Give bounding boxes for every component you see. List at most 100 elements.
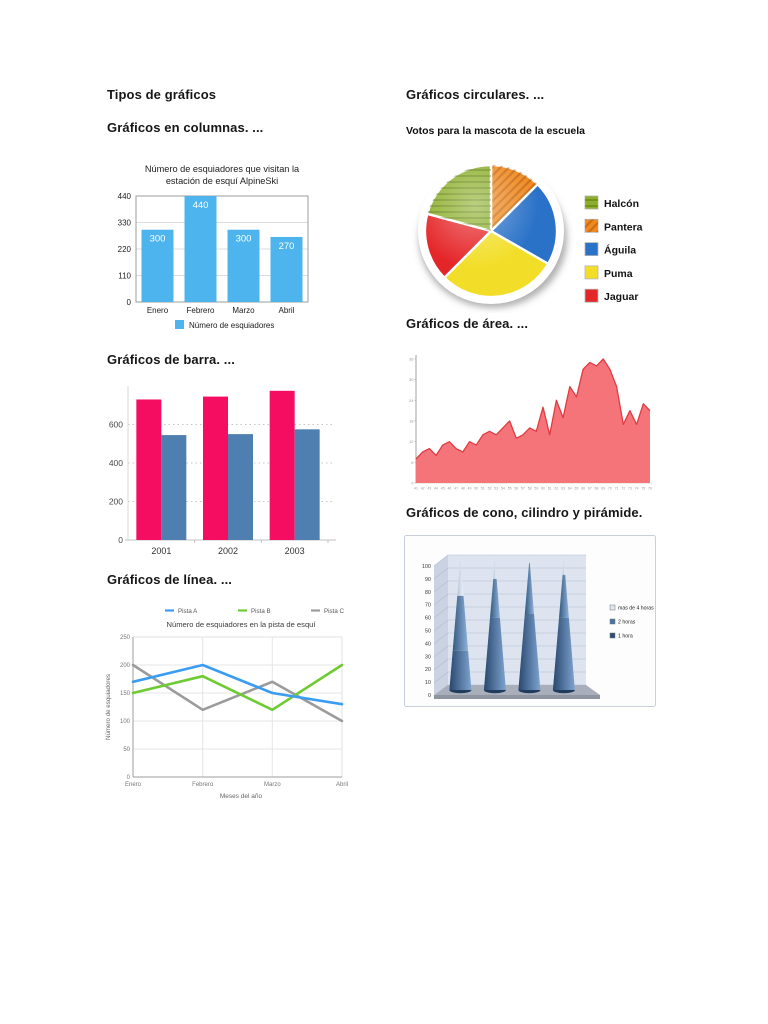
- x-tick-label: 67: [588, 487, 592, 491]
- y-tick-label: 30: [425, 654, 431, 660]
- heading-line-charts: Gráficos de línea. ...: [107, 572, 233, 587]
- x-tick-label: 66: [581, 487, 585, 491]
- y-tick-label: 200: [120, 663, 131, 669]
- heading-pie-charts: Gráficos circulares. ...: [406, 87, 545, 102]
- x-tick-label: 43: [427, 487, 431, 491]
- x-tick-label: Enero: [125, 782, 142, 788]
- cone-4: [552, 559, 575, 694]
- cone-chart-figure: 0 10 20 30 40 50 60 70 80 90 100 mas de 4 horas 2 ho…: [404, 535, 656, 707]
- gridline-side: [433, 671, 449, 684]
- x-tick-label: Enero: [147, 306, 169, 315]
- pie-legend-swatch-puma: [584, 265, 599, 280]
- x-tick-label: 63: [561, 487, 565, 491]
- x-tick-label: 76: [648, 487, 652, 491]
- line-legend-label: Pista C: [324, 608, 344, 615]
- column-chart-figure: Número de esquiadores que visitan la esta…: [118, 164, 309, 330]
- y-tick-label: 250: [120, 635, 131, 641]
- y-tick-label: 20: [425, 667, 431, 673]
- x-tick-label: 74: [635, 487, 639, 491]
- column-bar-enero: [141, 229, 174, 302]
- gridline-side: [433, 658, 449, 671]
- y-tick-label: 24: [409, 398, 414, 403]
- line-series-pista-c: [131, 663, 344, 723]
- y-tick-label: 110: [118, 271, 131, 280]
- column-bar-marzo: [227, 229, 260, 302]
- x-tick-label: 60: [541, 487, 545, 491]
- x-tick-label: 54: [501, 487, 505, 491]
- y-tick-label: 90: [425, 577, 431, 583]
- x-tick-label: 61: [548, 487, 552, 491]
- x-tick-label: Abril: [278, 306, 294, 315]
- y-tick-label: 80: [425, 590, 431, 596]
- y-tick-label: 100: [422, 564, 431, 570]
- x-axis-title: Meses del año: [220, 793, 263, 800]
- x-tick-label: 75: [641, 487, 645, 491]
- column-bar-febrero: [184, 196, 217, 302]
- y-tick-label: 220: [118, 245, 132, 254]
- x-tick-label: 52: [488, 487, 492, 491]
- x-tick-label: 69: [601, 487, 605, 491]
- cone-segment: [483, 617, 506, 690]
- pie-legend-label: Puma: [604, 268, 633, 280]
- heading-area-charts: Gráficos de área. ...: [406, 316, 529, 331]
- bar-blue-2003: [294, 429, 320, 540]
- pie-gloss: [425, 165, 557, 297]
- x-tick-label: 58: [528, 487, 532, 491]
- y-tick-label: 18: [409, 419, 414, 424]
- y-tick-label: 330: [118, 218, 132, 227]
- pie-legend-label: Halcón: [604, 198, 639, 210]
- column-chart: Número de esquiadores que visitan la esta…: [105, 150, 335, 345]
- y-tick-label: 0: [118, 535, 123, 545]
- y-tick-label: 50: [425, 629, 431, 635]
- x-tick-label: 48: [461, 487, 465, 491]
- y-tick-label: 0: [428, 693, 431, 699]
- x-tick-label: 64: [568, 487, 572, 491]
- pie-legend-label: Águila: [604, 244, 636, 257]
- y-tick-label: 70: [425, 603, 431, 609]
- bar-pink-2002: [203, 396, 228, 540]
- gridline-side: [433, 619, 449, 632]
- y-tick-label: 0: [411, 481, 414, 486]
- cone-2: [483, 559, 506, 694]
- x-tick-label: Febrero: [192, 782, 214, 788]
- line-series-pista-b: [131, 663, 344, 712]
- swatch-pattern: [585, 196, 598, 209]
- plot-area: [132, 636, 343, 778]
- x-tick-label: 41: [414, 487, 418, 491]
- y-axis-title: Número de esquiadores: [105, 674, 112, 740]
- cone-segment: [529, 559, 530, 563]
- x-tick-label: 45: [441, 487, 445, 491]
- cone-chart: 0 10 20 30 40 50 60 70 80 90 100 mas de 4 horas 2 ho…: [404, 535, 656, 707]
- pie-legend-label: Pantera: [604, 221, 643, 233]
- x-tick-label: 62: [554, 487, 558, 491]
- x-tick-label: 65: [575, 487, 579, 491]
- heading-bar-charts: Gráficos de barra. ...: [107, 352, 235, 367]
- x-tick-label: 50: [474, 487, 478, 491]
- y-tick-label: 12: [409, 439, 414, 444]
- line-legend-label: Pista A: [178, 608, 198, 615]
- cone-segment: [457, 559, 464, 596]
- line-chart-title: Número de esquiadores en la pista de esq…: [166, 620, 316, 629]
- x-tick-label: 47: [454, 487, 458, 491]
- x-tick-label: 49: [468, 487, 472, 491]
- x-tick-label: 53: [494, 487, 498, 491]
- pie-legend-swatch-águila: [584, 242, 599, 256]
- y-tick-label: 10: [425, 680, 431, 686]
- cone-segment: [524, 562, 534, 614]
- heading-column-charts: Gráficos en columnas. ...: [107, 120, 264, 135]
- x-tick-label: 73: [628, 487, 632, 491]
- swatch-pattern: [585, 219, 598, 233]
- column-legend-swatch: [175, 320, 184, 329]
- x-tick-label: 57: [521, 487, 525, 491]
- cone-segment: [559, 574, 569, 618]
- y-tick-label: 100: [120, 719, 131, 725]
- gridline-side: [433, 580, 449, 593]
- cone-legend-label: mas de 4 horas: [618, 606, 654, 612]
- y-tick-label: 400: [109, 458, 123, 468]
- grouped-bar-chart-figure: 0 200 400 600 2001 2002 2003: [109, 386, 336, 556]
- bar-blue-2001: [161, 435, 187, 540]
- x-tick-label: 70: [608, 487, 612, 491]
- cone-segment: [449, 650, 472, 690]
- cone-segment: [518, 614, 541, 690]
- x-tick-label: 46: [447, 487, 451, 491]
